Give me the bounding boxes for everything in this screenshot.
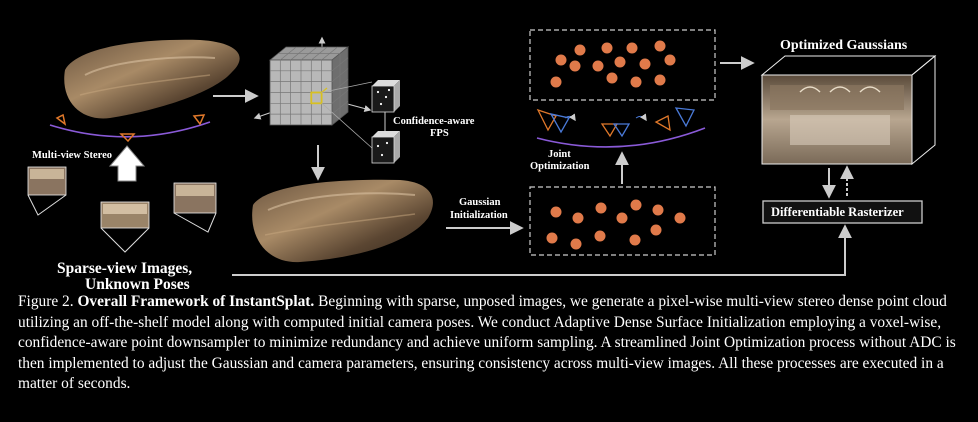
voxel-grid-cube	[253, 36, 372, 126]
fps-sample-box-1	[371, 80, 400, 113]
dense-point-cloud-bottom	[252, 179, 433, 263]
joint-optimization-label-line1: Joint	[548, 149, 571, 160]
differentiable-rasterizer-box	[762, 200, 923, 224]
camera-arc-initial	[49, 113, 211, 143]
caption-body: Beginning with sparse, unposed images, w…	[18, 293, 956, 392]
differentiable-rasterizer-label: Differentiable Rasterizer	[771, 205, 904, 219]
gaussian-init-label-line1: Gaussian	[459, 197, 501, 208]
up-arrow-icon	[108, 145, 146, 182]
arrow-images-to-rasterizer	[232, 224, 852, 276]
gaussian-init-label-line2: Initialization	[450, 210, 508, 221]
fps-sample-box-2	[371, 131, 400, 164]
sparse-view-label-line2: Unknown Poses	[85, 276, 190, 290]
input-image-3	[173, 182, 217, 233]
dense-point-cloud-top	[64, 39, 240, 119]
multi-view-stereo-label: Multi-view Stereo	[32, 150, 112, 161]
highlighted-voxel	[310, 91, 323, 105]
input-image-2	[100, 201, 150, 253]
joint-optimization-label-line2: Optimization	[530, 161, 590, 172]
confidence-label-line1: Confidence-aware	[393, 116, 475, 127]
figure-caption: Figure 2. Overall Framework of InstantSp…	[18, 292, 963, 395]
initial-gaussians-box	[529, 186, 716, 256]
caption-label: Figure 2.	[18, 293, 74, 310]
confidence-label-line2: FPS	[430, 128, 449, 139]
joint-optimization-cameras	[536, 107, 706, 148]
caption-title: Overall Framework of InstantSplat.	[77, 293, 315, 310]
input-image-1	[27, 166, 67, 216]
rendered-scene-box	[760, 54, 937, 166]
optimized-gaussians-label: Optimized Gaussians	[780, 38, 908, 53]
sparse-view-label-line1: Sparse-view Images,	[57, 260, 192, 277]
sparse-view-images	[27, 166, 217, 253]
framework-diagram: Multi-view Stereo Sparse-view Images, Un…	[27, 29, 937, 290]
optimized-gaussians-box	[529, 29, 716, 101]
optimized-gaussian-dots	[550, 40, 676, 88]
initial-gaussian-dots	[546, 199, 686, 250]
